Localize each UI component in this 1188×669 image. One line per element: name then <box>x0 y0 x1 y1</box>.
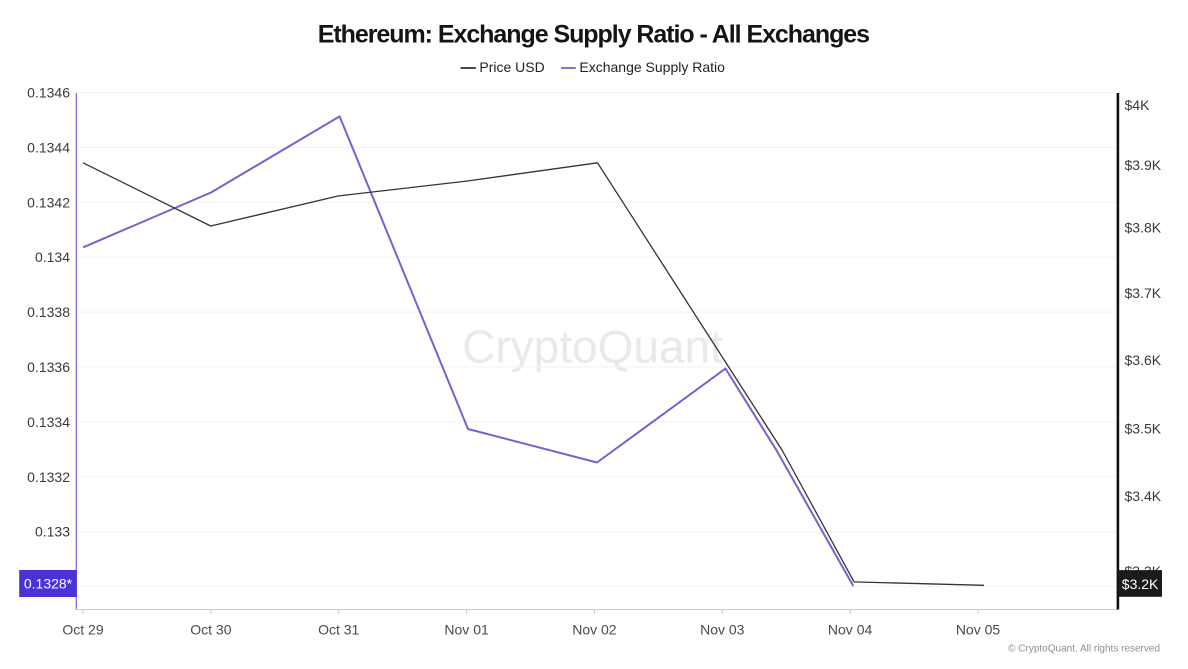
svg-text:0.134: 0.134 <box>35 249 70 265</box>
svg-text:$3.9K: $3.9K <box>1125 157 1162 173</box>
svg-text:0.1346: 0.1346 <box>27 85 70 101</box>
svg-text:CryptoQuant: CryptoQuant <box>462 321 723 373</box>
svg-text:0.1336: 0.1336 <box>27 359 70 375</box>
svg-text:$4K: $4K <box>1125 97 1151 113</box>
svg-text:0.1328*: 0.1328* <box>24 576 73 592</box>
svg-text:Nov 03: Nov 03 <box>700 622 745 638</box>
svg-text:Price USD: Price USD <box>479 59 544 75</box>
svg-text:Nov 02: Nov 02 <box>572 622 617 638</box>
svg-text:Nov 05: Nov 05 <box>956 622 1001 638</box>
svg-text:$3.2K: $3.2K <box>1122 576 1159 592</box>
svg-text:0.1332: 0.1332 <box>27 469 70 485</box>
svg-text:0.1342: 0.1342 <box>27 194 70 210</box>
svg-text:0.1344: 0.1344 <box>27 139 70 155</box>
svg-text:$3.8K: $3.8K <box>1125 220 1162 236</box>
svg-text:© CryptoQuant. All rights rese: © CryptoQuant. All rights reserved <box>1008 644 1160 655</box>
svg-text:Exchange Supply Ratio: Exchange Supply Ratio <box>579 59 725 75</box>
svg-text:Ethereum: Exchange Supply Rati: Ethereum: Exchange Supply Ratio - All Ex… <box>318 21 869 49</box>
svg-text:$3.6K: $3.6K <box>1125 352 1162 368</box>
svg-text:$3.7K: $3.7K <box>1125 285 1162 301</box>
svg-text:0.1334: 0.1334 <box>27 414 70 430</box>
svg-text:Oct 29: Oct 29 <box>62 622 103 638</box>
svg-text:$3.5K: $3.5K <box>1125 420 1162 436</box>
svg-text:Oct 31: Oct 31 <box>318 622 359 638</box>
svg-text:0.1338: 0.1338 <box>27 304 70 320</box>
svg-text:Nov 04: Nov 04 <box>828 622 873 638</box>
svg-text:Nov 01: Nov 01 <box>444 622 489 638</box>
svg-text:0.133: 0.133 <box>35 524 70 540</box>
svg-text:$3.4K: $3.4K <box>1125 488 1162 504</box>
svg-text:Oct 30: Oct 30 <box>190 622 231 638</box>
